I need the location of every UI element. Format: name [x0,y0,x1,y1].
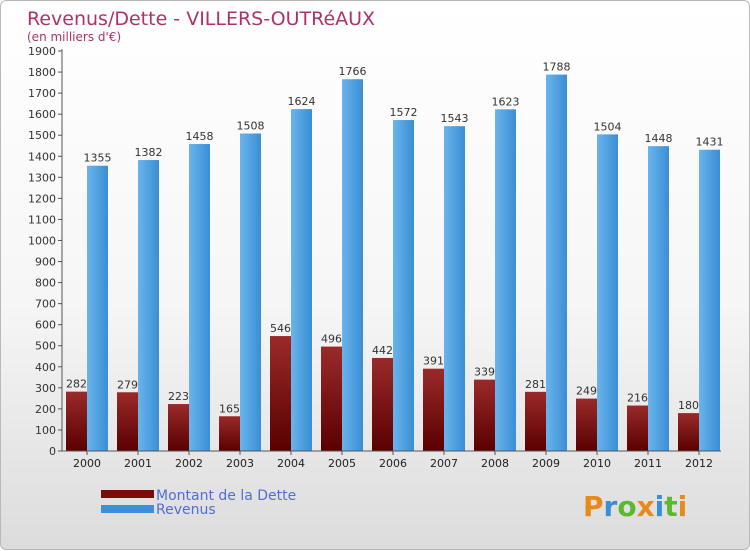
y-tick-label: 0 [49,445,56,458]
y-tick-label: 800 [35,277,56,290]
bar-revenus-2002 [189,144,210,452]
y-tick-label: 300 [35,382,56,395]
y-tick-label: 1500 [28,129,56,142]
x-tick-label: 2001 [124,457,152,470]
bar-debt-2010 [576,398,597,451]
bar-debt-value-label: 279 [117,378,138,391]
y-tick-label: 1300 [28,171,56,184]
y-tick-label: 600 [35,319,56,332]
x-tick-label: 2002 [175,457,203,470]
bar-debt-value-label: 281 [525,378,546,391]
bar-debt-value-label: 180 [678,399,699,412]
y-tick-label: 200 [35,403,56,416]
x-tick-label: 2007 [430,457,458,470]
bar-revenus-2005 [342,79,363,452]
bar-revenus-2003 [240,133,261,452]
bar-revenus-value-label: 1624 [288,95,316,108]
x-tick-label: 2000 [73,457,101,470]
bar-debt-value-label: 391 [423,355,444,368]
y-tick-label: 100 [35,424,56,437]
bar-debt-value-label: 339 [474,366,495,379]
bar-revenus-value-label: 1623 [492,95,520,108]
bar-debt-2001 [117,392,138,451]
bar-revenus-value-label: 1543 [441,112,469,125]
bar-debt-2012 [678,413,699,451]
bar-debt-2003 [219,416,240,451]
y-tick-label: 1400 [28,150,56,163]
bar-debt-2009 [525,391,546,451]
bar-debt-value-label: 249 [576,385,597,398]
bar-revenus-2007 [444,126,465,451]
bar-revenus-value-label: 1766 [339,65,367,78]
bar-debt-value-label: 546 [270,322,291,335]
x-tick-label: 2012 [685,457,713,470]
x-tick-label: 2004 [277,457,305,470]
bar-debt-2005 [321,346,342,451]
bar-revenus-2010 [597,134,618,452]
bar-revenus-2000 [87,165,108,451]
bar-revenus-2011 [648,146,669,451]
bar-debt-value-label: 496 [321,333,342,346]
x-tick-label: 2006 [379,457,407,470]
bar-revenus-value-label: 1572 [390,106,418,119]
chart-title: Revenus/Dette - VILLERS-OUTRéAUX [27,8,375,30]
x-tick-label: 2011 [634,457,662,470]
bar-debt-2008 [474,379,495,451]
y-tick-label: 500 [35,340,56,353]
bar-debt-2004 [270,336,291,451]
bar-debt-2000 [66,391,87,451]
y-tick-label: 400 [35,361,56,374]
x-tick-label: 2009 [532,457,560,470]
y-tick-label: 700 [35,298,56,311]
legend-label-debt: Montant de la Dette [156,488,296,504]
x-axis: 2000 2001 2002 2003 2004 2005 2006 2007 2008 2009… [62,450,721,470]
legend: Montant de la Dette Revenus [101,488,296,518]
x-tick-label: 2005 [328,457,356,470]
y-tick-label: 1700 [28,87,56,100]
y-tick-label: 1600 [28,108,56,121]
bar-revenus-value-label: 1448 [645,132,673,145]
bar-revenus-2001 [138,160,159,452]
legend-swatch-debt [101,490,154,498]
chart-subtitle: (en milliers d'€) [27,30,121,44]
y-axis: 0 100 200 300 400 500 600 700 800 900 1000 1100 1200… [28,45,63,458]
bar-revenus-2012 [699,149,720,451]
y-tick-label: 1800 [28,66,56,79]
bar-debt-value-label: 442 [372,344,393,357]
bar-debt-value-label: 223 [168,390,189,403]
bar-revenus-value-label: 1431 [696,136,724,149]
bar-debt-2007 [423,368,444,451]
bar-debt-value-label: 216 [627,392,648,405]
y-tick-label: 1200 [28,192,56,205]
legend-swatch-revenus [101,505,154,513]
bar-revenus-2004 [291,109,312,452]
x-tick-label: 2010 [583,457,611,470]
legend-label-revenus: Revenus [156,502,216,518]
bar-revenus-value-label: 1355 [84,152,112,165]
bar-revenus-value-label: 1504 [594,120,622,133]
bar-debt-value-label: 165 [219,402,240,415]
x-tick-label: 2003 [226,457,254,470]
bar-debt-value-label: 282 [66,378,87,391]
bar-debt-2011 [627,405,648,451]
y-tick-label: 900 [35,256,56,269]
y-tick-label: 1100 [28,213,56,226]
bar-revenus-2008 [495,109,516,451]
bars: 282 1355 279 1382 223 1458 165 1508 546 1624 496 17… [66,61,724,452]
bar-revenus-value-label: 1788 [543,61,571,74]
bar-revenus-2006 [393,120,414,451]
bar-debt-2006 [372,357,393,451]
y-tick-label: 1900 [28,45,56,58]
proxiti-logo: Proxiti [583,490,687,523]
bar-revenus-value-label: 1382 [135,146,163,159]
bar-revenus-2009 [546,74,567,451]
y-tick-label: 1000 [28,234,56,247]
x-tick-label: 2008 [481,457,509,470]
bar-revenus-value-label: 1458 [186,130,214,143]
bar-debt-2002 [168,404,189,451]
bar-revenus-value-label: 1508 [237,120,265,133]
